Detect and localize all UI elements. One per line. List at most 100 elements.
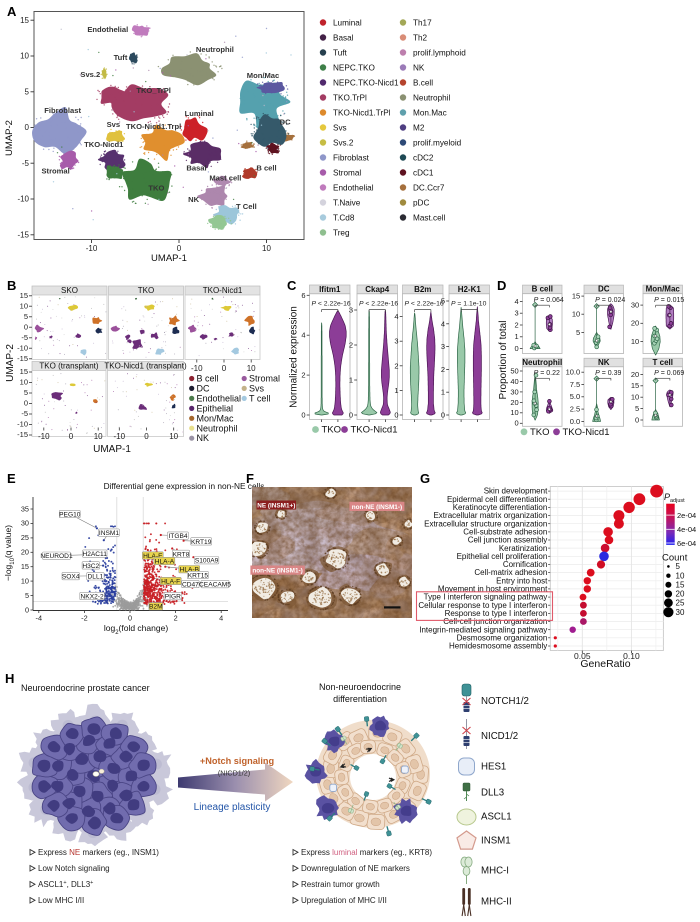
svg-text:TKO: TKO <box>530 427 550 438</box>
svg-text:S100A9: S100A9 <box>195 558 219 565</box>
svg-text:Desmosome organization: Desmosome organization <box>457 633 548 642</box>
svg-text:-5: -5 <box>21 409 28 418</box>
svg-text:2: 2 <box>349 341 353 350</box>
svg-text:M2: M2 <box>413 123 425 132</box>
svg-text:Svs.2: Svs.2 <box>333 138 354 147</box>
svg-text:P: P <box>664 492 670 502</box>
svg-text:TKO-Nicd1: TKO-Nicd1 <box>351 425 398 436</box>
svg-text:CD47: CD47 <box>182 581 199 588</box>
svg-text:-15: -15 <box>17 354 28 363</box>
svg-text:15: 15 <box>631 381 639 390</box>
svg-text:4: 4 <box>441 319 445 328</box>
svg-text:GeneRatio: GeneRatio <box>580 658 630 670</box>
svg-text:INSM1: INSM1 <box>99 530 119 537</box>
svg-text:15: 15 <box>20 367 28 376</box>
svg-text:Ifitm1: Ifitm1 <box>319 285 341 294</box>
svg-text:DLL3: DLL3 <box>481 788 504 799</box>
svg-text:B2m: B2m <box>414 285 431 294</box>
svg-text:Express luminal markers (eg.,: Express luminal markers (eg., KRT8) <box>301 848 432 857</box>
svg-text:-2: -2 <box>81 614 88 623</box>
svg-text:Normalized expression: Normalized expression <box>289 306 300 408</box>
svg-text:3: 3 <box>394 337 398 346</box>
svg-text:0: 0 <box>441 411 445 420</box>
svg-text:cDC1: cDC1 <box>413 168 434 177</box>
svg-text:P < 2.22e-16: P < 2.22e-16 <box>405 301 444 308</box>
svg-text:Stromal: Stromal <box>333 168 361 177</box>
svg-text:B2M: B2M <box>149 604 163 611</box>
svg-text:Count: Count <box>662 553 688 564</box>
svg-text:30: 30 <box>676 608 685 617</box>
svg-text:DC: DC <box>197 383 210 393</box>
svg-text:3: 3 <box>349 306 353 315</box>
svg-text:TKO-Nicd1: TKO-Nicd1 <box>563 427 610 438</box>
svg-text:Differential gene expression i: Differential gene expression in non-NE c… <box>104 481 265 491</box>
svg-text:3: 3 <box>441 342 445 351</box>
svg-text:Downregulation of NE markers: Downregulation of NE markers <box>301 864 410 873</box>
svg-text:KRT8: KRT8 <box>173 551 190 558</box>
svg-text:-10: -10 <box>86 244 98 253</box>
svg-text:Cornification: Cornification <box>503 560 547 569</box>
svg-text:1: 1 <box>441 388 445 397</box>
svg-text:Basal: Basal <box>333 33 354 42</box>
svg-text:10: 10 <box>572 310 580 319</box>
svg-text:prolif.myeloid: prolif.myeloid <box>413 138 462 147</box>
svg-text:Neutrophil: Neutrophil <box>197 423 238 433</box>
svg-text:Integrin-mediated signaling pa: Integrin-mediated signaling pathway <box>419 625 547 634</box>
svg-text:10.0: 10.0 <box>566 368 581 377</box>
svg-text:P < 2.22e-16: P < 2.22e-16 <box>312 301 351 308</box>
svg-text:Endothelial: Endothelial <box>333 183 374 192</box>
svg-text:−log10(q value): −log10(q value) <box>3 525 16 581</box>
svg-text:T cell: T cell <box>653 358 673 367</box>
svg-text:Upregulation of MHC I/II: Upregulation of MHC I/II <box>301 896 387 905</box>
svg-text:Mon/Mac: Mon/Mac <box>646 285 681 294</box>
svg-text:0: 0 <box>128 614 132 623</box>
svg-text:0: 0 <box>25 123 30 132</box>
svg-text:30: 30 <box>21 519 29 528</box>
svg-text:P = 1.1e-10: P = 1.1e-10 <box>451 301 487 308</box>
svg-text:Stromal: Stromal <box>249 374 280 384</box>
svg-text:Mast cell: Mast cell <box>209 173 241 182</box>
svg-text:Treg: Treg <box>333 228 350 237</box>
svg-text:2: 2 <box>515 320 519 329</box>
svg-text:-10: -10 <box>191 364 203 373</box>
svg-text:Epithelial cell proliferation: Epithelial cell proliferation <box>457 552 548 561</box>
svg-text:20: 20 <box>631 370 639 379</box>
svg-text:0.10: 0.10 <box>623 651 640 661</box>
svg-text:5: 5 <box>576 328 580 337</box>
svg-text:2: 2 <box>441 365 445 374</box>
svg-text:non-NE (INSM1-): non-NE (INSM1-) <box>352 504 402 511</box>
svg-text:TKO-Nicd1.TrPl: TKO-Nicd1.TrPl <box>333 108 391 117</box>
svg-text:0.0: 0.0 <box>570 417 580 426</box>
svg-text:TKO-Nicd1: TKO-Nicd1 <box>203 286 243 295</box>
svg-text:Epidermal cell differentiation: Epidermal cell differentiation <box>447 495 547 504</box>
svg-text:-10: -10 <box>38 432 50 441</box>
svg-text:SOX4: SOX4 <box>62 574 80 581</box>
svg-text:0: 0 <box>177 244 182 253</box>
svg-text:10: 10 <box>20 52 29 61</box>
svg-text:NICD1/2: NICD1/2 <box>481 731 518 742</box>
svg-text:DC.Ccr7: DC.Ccr7 <box>413 183 445 192</box>
svg-text:1: 1 <box>349 376 353 385</box>
svg-text:log2(fold change): log2(fold change) <box>104 623 168 636</box>
svg-text:G: G <box>420 471 430 486</box>
svg-text:D: D <box>497 278 506 293</box>
svg-text:Luminal: Luminal <box>333 18 362 27</box>
svg-text:2.5: 2.5 <box>570 405 580 414</box>
svg-text:20: 20 <box>510 398 518 407</box>
svg-text:20: 20 <box>21 548 29 557</box>
svg-text:TKO: TKO <box>322 425 342 436</box>
svg-text:Entry into host: Entry into host <box>496 576 548 585</box>
svg-text:10: 10 <box>247 364 256 373</box>
svg-text:5.0: 5.0 <box>570 392 580 401</box>
svg-text:15: 15 <box>20 291 28 300</box>
svg-text:HES1: HES1 <box>481 762 506 773</box>
svg-text:B cell: B cell <box>532 285 553 294</box>
svg-text:Neutrophil: Neutrophil <box>196 45 234 54</box>
svg-text:NK: NK <box>413 63 425 72</box>
svg-text:Neuroendocrine prostate cancer: Neuroendocrine prostate cancer <box>21 683 150 693</box>
svg-text:UMAP-1: UMAP-1 <box>93 444 131 455</box>
svg-text:4: 4 <box>219 614 223 623</box>
svg-text:B.cell: B.cell <box>413 78 433 87</box>
svg-text:H2-K1: H2-K1 <box>458 285 482 294</box>
svg-text:5: 5 <box>25 591 29 600</box>
